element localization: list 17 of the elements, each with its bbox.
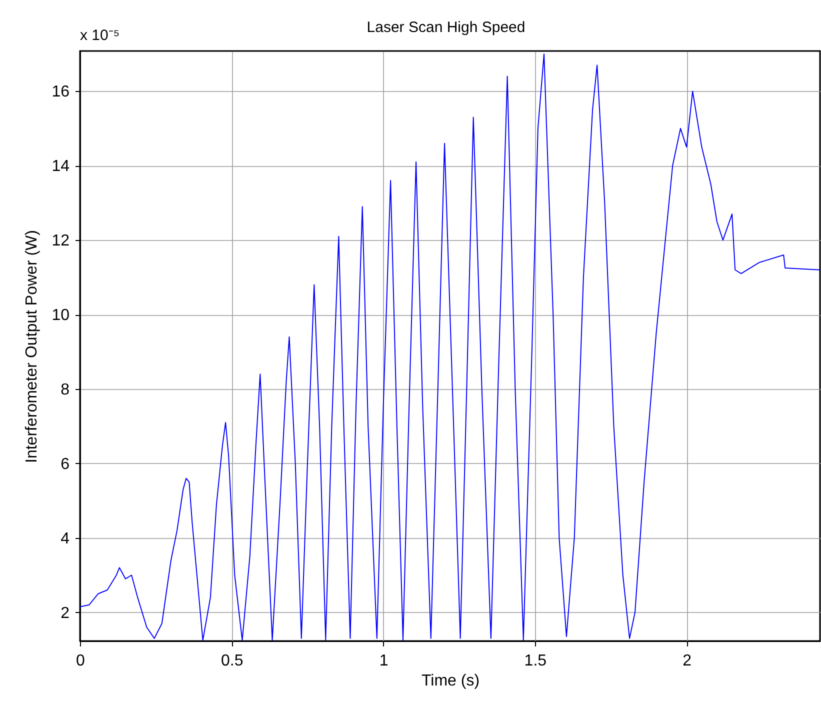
x-tick-label: 1.5 xyxy=(524,652,547,670)
x-tick-label: 0.5 xyxy=(221,652,244,670)
x-tick-label: 0 xyxy=(76,652,86,670)
y-tick-label: 6 xyxy=(60,456,70,473)
text: x 10⁻⁵ xyxy=(80,27,120,44)
y-axis-title: Interferometer Output Power (W) xyxy=(24,230,41,463)
y-tick-label: 14 xyxy=(52,158,70,176)
y-tick-label: 10 xyxy=(52,307,70,324)
y-tick-label: 2 xyxy=(60,604,70,622)
x-axis-title: Time (s) xyxy=(421,672,480,690)
x-tick-label: 1 xyxy=(379,652,388,670)
y-tick-label: 4 xyxy=(60,530,70,548)
y-tick-label: 16 xyxy=(52,84,70,101)
x-tick-label: 2 xyxy=(682,652,692,670)
chart-title: Laser Scan High Speed xyxy=(366,19,526,36)
y-tick-label: 12 xyxy=(52,232,70,250)
y-tick-label: 8 xyxy=(60,381,70,398)
